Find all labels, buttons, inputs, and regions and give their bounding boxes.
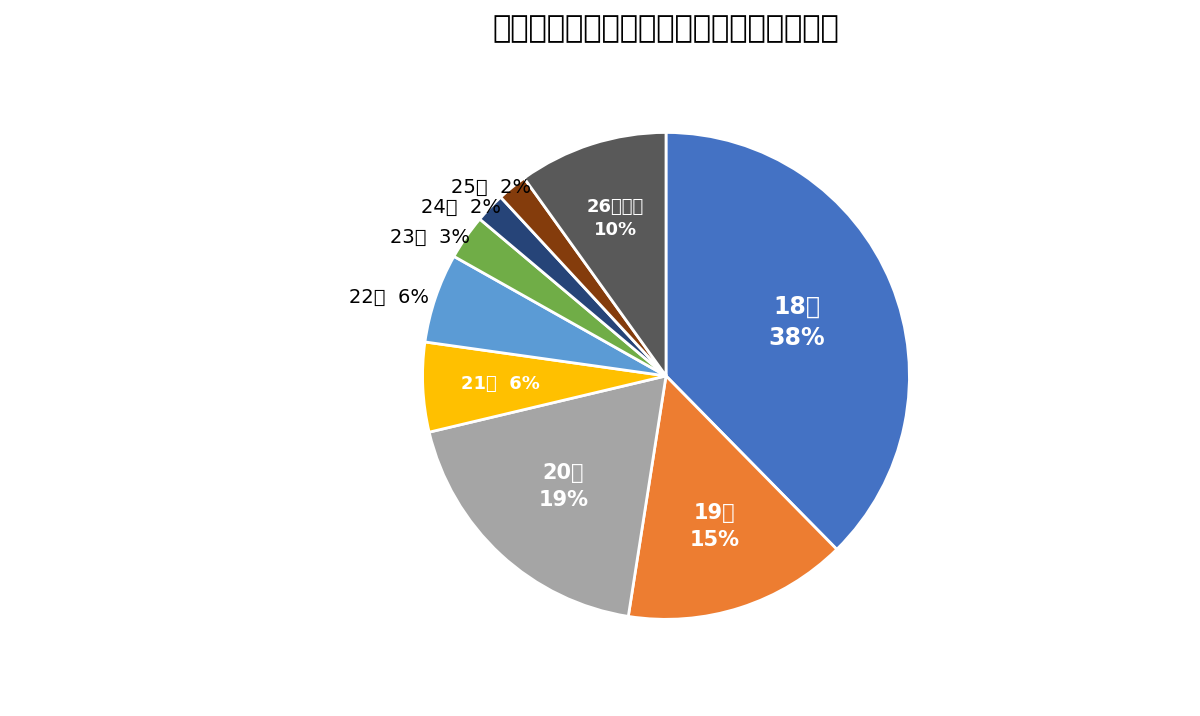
- Wedge shape: [524, 132, 666, 376]
- Wedge shape: [454, 219, 666, 376]
- Wedge shape: [425, 256, 666, 376]
- Text: 25歳  2%: 25歳 2%: [451, 178, 530, 197]
- Text: 23歳  3%: 23歳 3%: [390, 228, 470, 246]
- Wedge shape: [629, 376, 836, 619]
- Wedge shape: [500, 178, 666, 376]
- Text: 20歳
19%: 20歳 19%: [539, 463, 588, 510]
- Wedge shape: [430, 376, 666, 616]
- Text: 24歳  2%: 24歳 2%: [421, 198, 502, 218]
- Wedge shape: [480, 197, 666, 376]
- Title: クルマの免許を取得した年齢は何歳ですか: クルマの免許を取得した年齢は何歳ですか: [493, 14, 839, 43]
- Text: 18歳
38%: 18歳 38%: [768, 294, 824, 350]
- Wedge shape: [422, 342, 666, 432]
- Wedge shape: [666, 132, 910, 549]
- Text: 26歳以上
10%: 26歳以上 10%: [587, 198, 644, 239]
- Text: 22歳  6%: 22歳 6%: [349, 289, 430, 307]
- Text: 19歳
15%: 19歳 15%: [690, 503, 739, 550]
- Text: 21歳  6%: 21歳 6%: [461, 374, 540, 392]
